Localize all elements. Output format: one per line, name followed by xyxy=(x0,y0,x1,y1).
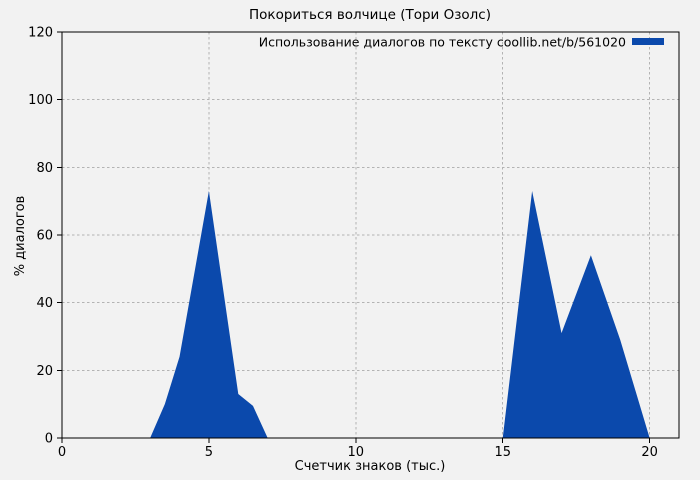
y-tick-label: 60 xyxy=(36,229,53,244)
y-tick-label: 0 xyxy=(45,432,53,447)
x-axis-label: Счетчик знаков (тыс.) xyxy=(295,459,446,474)
legend-label: Использование диалогов по тексту coollib… xyxy=(259,35,626,50)
y-tick-label: 40 xyxy=(36,296,53,311)
y-axis-label: % диалогов xyxy=(13,196,28,277)
x-tick-label: 20 xyxy=(641,445,658,460)
y-tick-label: 120 xyxy=(28,26,53,41)
y-axis-ticks: 0 20 40 60 80 100 120 xyxy=(28,26,62,447)
x-tick-label: 15 xyxy=(494,445,511,460)
y-tick-label: 100 xyxy=(28,93,53,108)
x-tick-label: 5 xyxy=(205,445,213,460)
x-tick-label: 0 xyxy=(58,445,66,460)
series-area-polygon xyxy=(150,191,650,438)
legend-swatch xyxy=(632,38,664,45)
legend: Использование диалогов по тексту coollib… xyxy=(259,35,664,50)
y-tick-label: 80 xyxy=(36,161,53,176)
chart-title: Покориться волчице (Тори Озолс) xyxy=(249,7,491,23)
y-tick-label: 20 xyxy=(36,364,53,379)
x-axis-ticks: 0 5 10 15 20 xyxy=(58,438,658,460)
x-tick-label: 10 xyxy=(348,445,365,460)
